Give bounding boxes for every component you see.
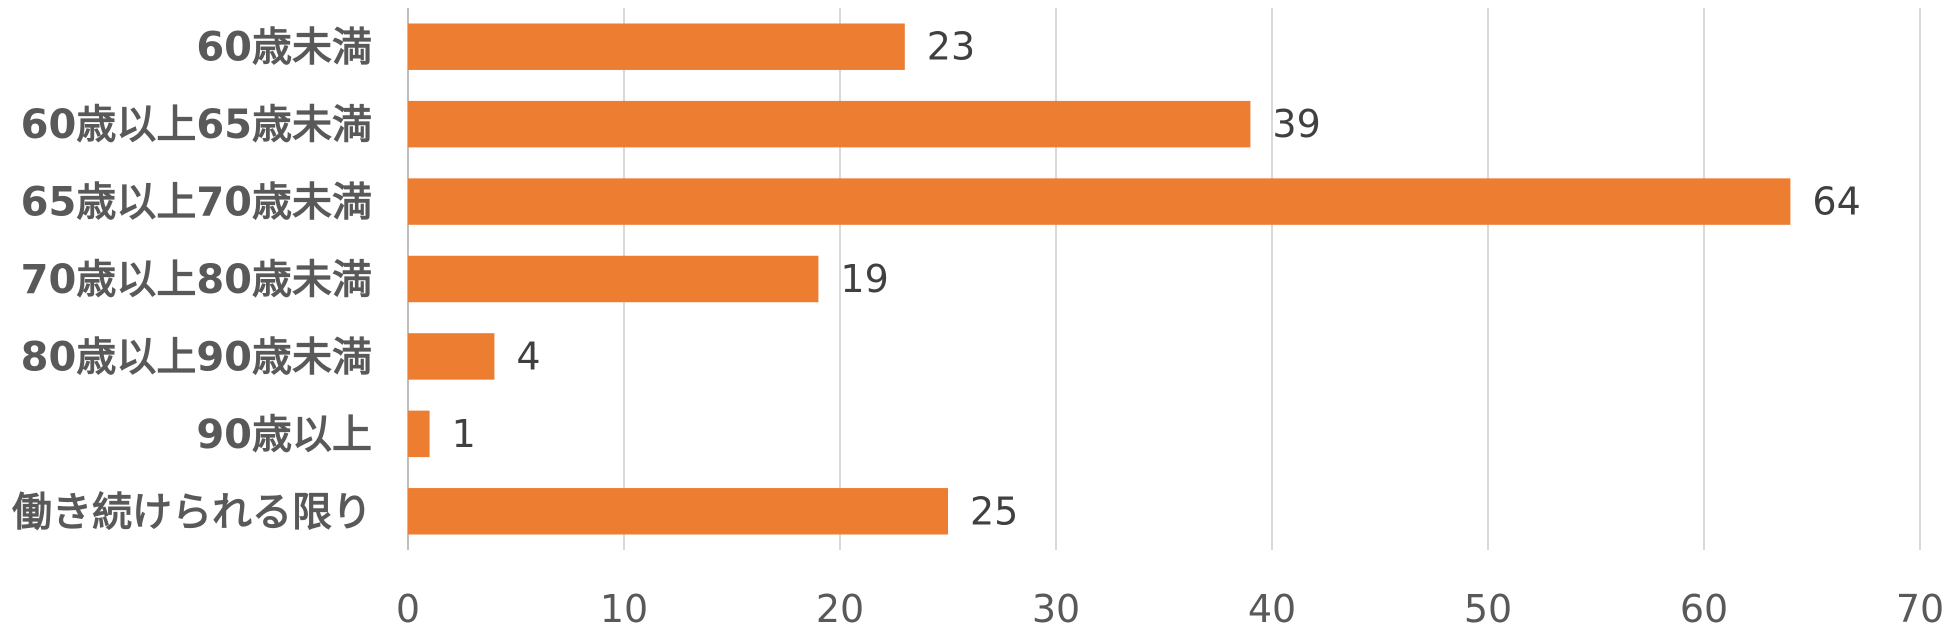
gridlines bbox=[407, 8, 1921, 550]
bar bbox=[408, 255, 819, 303]
data-label: 1 bbox=[452, 412, 476, 456]
x-tick-label: 20 bbox=[816, 587, 864, 631]
bar bbox=[408, 23, 905, 70]
data-label: 64 bbox=[1812, 180, 1860, 224]
x-tick-label: 10 bbox=[600, 587, 648, 631]
bar bbox=[408, 100, 1251, 148]
data-label: 4 bbox=[516, 334, 540, 378]
bars bbox=[408, 23, 1791, 535]
category-label: 65歳以上70歳未満 bbox=[21, 180, 372, 226]
category-label: 70歳以上80歳未満 bbox=[21, 257, 372, 303]
data-label: 19 bbox=[840, 257, 888, 301]
category-label: 90歳以上 bbox=[196, 412, 372, 458]
x-axis-ticks: 0 10 20 30 40 50 60 70 bbox=[396, 587, 1944, 631]
bar bbox=[408, 178, 1791, 225]
bar bbox=[408, 488, 948, 535]
bar bbox=[408, 333, 495, 380]
x-tick-label: 40 bbox=[1248, 587, 1296, 631]
x-tick-label: 0 bbox=[396, 587, 420, 631]
category-label: 働き続けられる限り bbox=[12, 489, 372, 535]
data-label: 39 bbox=[1272, 102, 1320, 146]
data-label: 25 bbox=[970, 489, 1018, 533]
category-labels: 60歳未満 60歳以上65歳未満 65歳以上70歳未満 70歳以上80歳未満 80歳以上… bbox=[12, 25, 372, 536]
category-label: 60歳以上65歳未満 bbox=[21, 102, 372, 148]
x-tick-label: 30 bbox=[1032, 587, 1080, 631]
category-label: 60歳未満 bbox=[196, 25, 372, 71]
category-label: 80歳以上90歳未満 bbox=[21, 334, 372, 380]
x-tick-label: 50 bbox=[1464, 587, 1512, 631]
data-labels: 23 39 64 19 41 25 bbox=[452, 25, 1861, 534]
bar bbox=[408, 410, 430, 458]
data-label: 23 bbox=[927, 25, 975, 69]
x-tick-label: 60 bbox=[1680, 587, 1728, 631]
x-tick-label: 70 bbox=[1896, 587, 1944, 631]
